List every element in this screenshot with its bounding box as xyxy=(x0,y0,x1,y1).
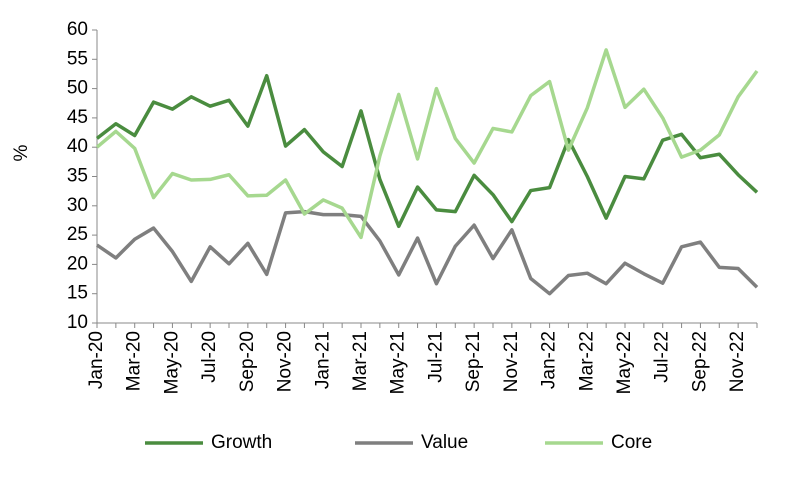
y-tick-label: 45 xyxy=(67,107,88,128)
x-tick-label: Mar-20 xyxy=(124,331,145,391)
x-tick-label: Jul-21 xyxy=(425,331,446,383)
x-tick-label: May-20 xyxy=(161,331,182,394)
y-tick-label: 10 xyxy=(67,312,88,333)
y-tick-label: 20 xyxy=(67,253,88,274)
x-tick-label: Nov-22 xyxy=(727,331,748,392)
series-line xyxy=(95,48,759,240)
x-tick-label: Jul-22 xyxy=(652,331,673,383)
x-tick-label: Nov-21 xyxy=(501,331,522,392)
y-tick-label: 30 xyxy=(67,195,88,216)
x-tick-label: Jan-22 xyxy=(539,331,560,389)
y-axis-label: % xyxy=(11,144,32,161)
x-tick-label: Sep-21 xyxy=(463,331,484,392)
legend-label: Growth xyxy=(211,432,272,453)
y-tick-label: 60 xyxy=(67,19,88,40)
x-tick-label: May-22 xyxy=(614,331,635,394)
series-line xyxy=(95,73,759,229)
x-tick-label: Sep-20 xyxy=(237,331,258,392)
y-tick-label: 40 xyxy=(67,136,88,157)
x-tick-label: Sep-22 xyxy=(689,331,710,392)
y-tick-label: 25 xyxy=(67,224,88,245)
y-tick-label: 35 xyxy=(67,166,88,187)
x-tick-label: Mar-21 xyxy=(350,331,371,391)
y-tick-label: 50 xyxy=(67,78,88,99)
x-tick-label: Jan-20 xyxy=(86,331,107,389)
legend-label: Core xyxy=(611,432,652,453)
x-tick-label: Nov-20 xyxy=(275,331,296,392)
x-tick-label: Jan-21 xyxy=(312,331,333,389)
legend-label: Value xyxy=(421,432,468,453)
x-tick-label: May-21 xyxy=(388,331,409,394)
x-tick-label: Jul-20 xyxy=(199,331,220,383)
series-line xyxy=(96,209,759,296)
x-tick-label: Mar-22 xyxy=(576,331,597,391)
y-tick-label: 15 xyxy=(67,283,88,304)
y-tick-label: 55 xyxy=(67,48,88,69)
